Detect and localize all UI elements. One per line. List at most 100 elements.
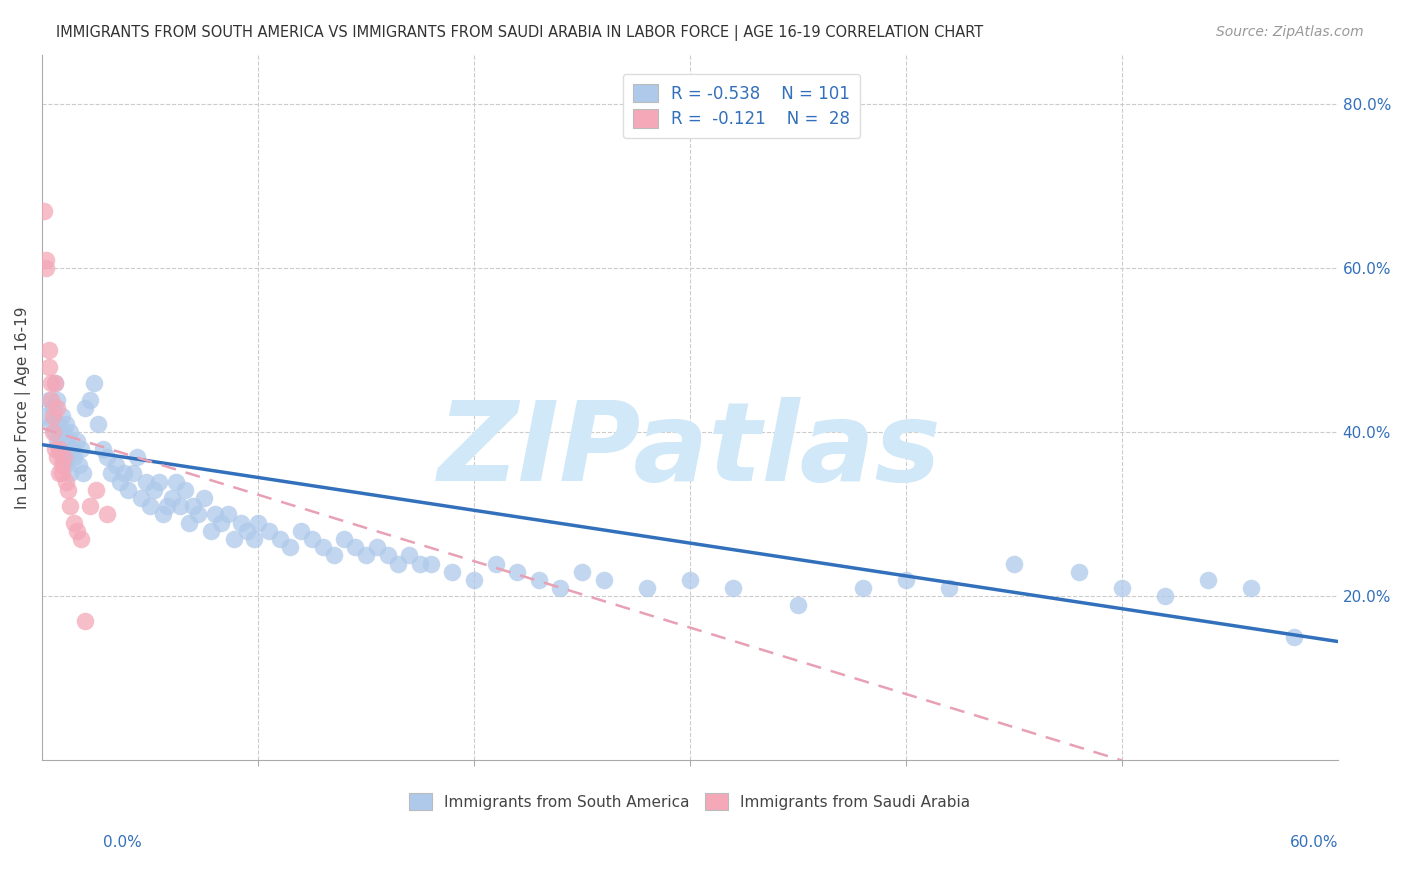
Point [100,467,122,481]
Point [312,540,335,554]
Point [79,499,101,513]
Point [127,450,149,464]
Point [75,614,97,628]
Point [236,524,259,538]
Point [506,565,529,579]
Point [60,442,83,456]
Point [894,573,917,587]
Point [117,483,139,497]
Point [217,508,239,522]
Point [463,573,485,587]
Point [39,376,62,391]
Point [55,475,77,489]
Point [1240,581,1263,595]
Point [200,524,222,538]
Point [387,557,409,571]
Point [112,467,135,481]
Point [366,540,388,554]
Point [1111,581,1133,595]
Point [35,253,58,268]
Point [104,458,127,472]
Point [67,458,90,472]
Point [409,557,432,571]
Point [1002,557,1025,571]
Point [66,524,89,538]
Point [55,417,77,432]
Point [59,425,82,440]
Point [72,467,94,481]
Point [169,499,191,513]
Point [135,475,157,489]
Point [550,581,572,595]
Point [160,491,183,505]
Point [42,401,65,415]
Point [52,450,75,464]
Point [280,540,302,554]
Point [55,442,77,456]
Point [257,524,280,538]
Point [75,401,97,415]
Point [38,392,60,407]
Point [56,483,79,497]
Point [70,532,93,546]
Point [59,499,82,513]
Point [63,516,86,530]
Point [56,450,79,464]
Point [52,458,75,472]
Point [48,442,70,456]
Point [592,573,614,587]
Text: 0.0%: 0.0% [103,836,142,850]
Point [1154,590,1177,604]
Legend: Immigrants from South America, Immigrants from Saudi Arabia: Immigrants from South America, Immigrant… [404,788,977,816]
Point [1197,573,1219,587]
Point [46,401,69,415]
Point [721,581,744,595]
Point [51,467,73,481]
Point [87,417,110,432]
Point [181,499,204,513]
Point [35,261,58,276]
Point [398,549,420,563]
Point [247,516,270,530]
Point [32,203,55,218]
Point [48,467,70,481]
Point [143,483,166,497]
Point [679,573,702,587]
Point [39,392,62,407]
Point [48,417,70,432]
Point [121,467,143,481]
Point [354,549,377,563]
Point [70,442,93,456]
Point [786,598,808,612]
Point [377,549,399,563]
Point [571,565,593,579]
Point [173,483,195,497]
Point [42,409,65,423]
Point [209,516,232,530]
Point [84,483,107,497]
Point [131,491,153,505]
Point [301,532,323,546]
Point [96,508,118,522]
Point [46,392,69,407]
Point [165,475,187,489]
Point [42,425,65,440]
Point [204,508,226,522]
Point [152,508,174,522]
Point [79,392,101,407]
Point [344,540,367,554]
Point [1284,631,1306,645]
Point [46,434,69,448]
Point [46,450,69,464]
Point [441,565,464,579]
Point [852,581,875,595]
Text: IMMIGRANTS FROM SOUTH AMERICA VS IMMIGRANTS FROM SAUDI ARABIA IN LABOR FORCE | A: IMMIGRANTS FROM SOUTH AMERICA VS IMMIGRA… [56,25,983,41]
Point [83,376,105,391]
Point [148,475,170,489]
Y-axis label: In Labor Force | Age 16-19: In Labor Force | Age 16-19 [15,307,31,509]
Point [63,450,86,464]
Point [419,557,441,571]
Point [44,376,66,391]
Point [44,425,66,440]
Point [938,581,960,595]
